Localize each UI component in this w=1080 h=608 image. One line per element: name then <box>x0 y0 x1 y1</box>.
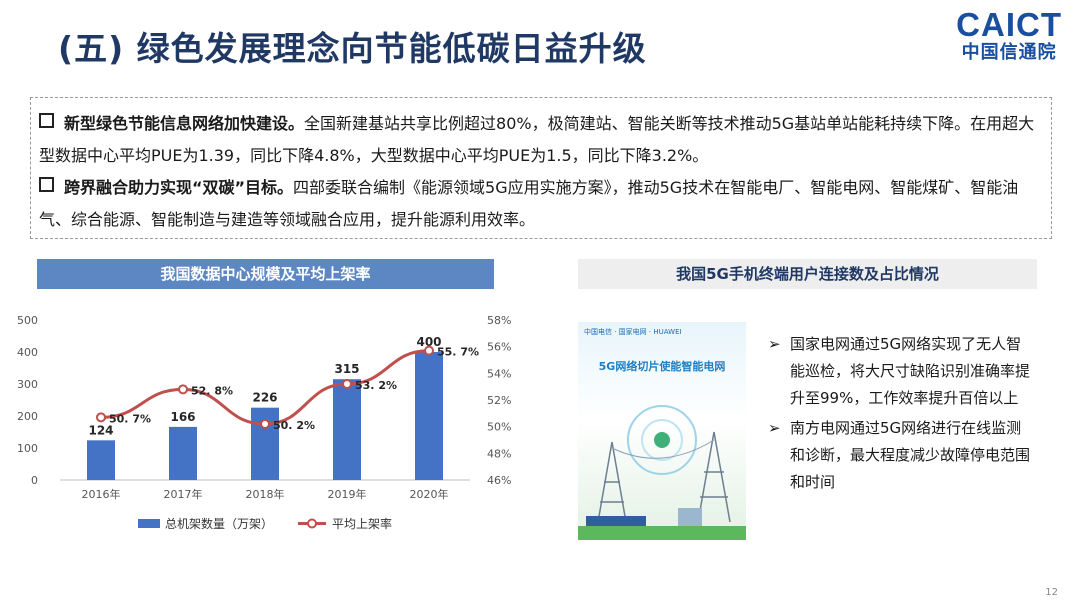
bullet-item: ➢ 南方电网通过5G网络进行在线监测和诊断，最大程度减少故障停电范围和时间 <box>768 415 1032 496</box>
bar <box>87 440 115 480</box>
y-right-tick-label: 58% <box>487 314 511 327</box>
arrow-bullet-icon: ➢ <box>768 335 781 353</box>
datacenter-chart: 0 100 200 300 400 500 46% 48% 50% 52% 54% 56% 58% 201… <box>17 314 511 531</box>
rate-point <box>342 379 352 389</box>
y-right-tick-label: 50% <box>487 421 511 434</box>
bar-data-label: 124 <box>88 423 113 437</box>
arrow-bullet-icon: ➢ <box>768 419 781 437</box>
checkbox-square-icon <box>39 177 54 192</box>
bar <box>415 352 443 480</box>
bar-data-label: 166 <box>170 410 195 424</box>
right-panel-header: 我国5G手机终端用户连接数及占比情况 <box>578 259 1037 289</box>
rate-point <box>96 412 106 423</box>
rate-point <box>424 345 434 356</box>
caict-logo: CAICT 中国信通院 <box>956 8 1062 64</box>
rate-point <box>260 419 270 429</box>
y-left-tick-label: 100 <box>17 442 38 455</box>
checkbox-square-icon <box>39 113 54 128</box>
summary-heading-2: 跨界融合助力实现“双碳”目标。 <box>64 178 294 197</box>
rate-data-label: 55. 7% <box>437 346 479 359</box>
logo-text-cn: 中国信通院 <box>961 42 1057 63</box>
legend-line-marker <box>307 518 317 529</box>
legend-bar-swatch <box>138 519 160 528</box>
legend-bar-label: 总机架数量（万架） <box>165 516 273 531</box>
summary-paragraph-1: 新型绿色节能信息网络加快建设。全国新建基站共享比例超过80%，极简建站、智能关断… <box>39 108 1039 172</box>
bullet-text: 南方电网通过5G网络进行在线监测和诊断，最大程度减少故障停电范围和时间 <box>790 419 1031 491</box>
page-number: 12 <box>1045 587 1058 598</box>
rate-data-label: 50. 2% <box>273 419 315 432</box>
bar <box>333 379 361 480</box>
y-right-tick-label: 52% <box>487 394 511 407</box>
logo-text-en: CAICT <box>956 6 1062 43</box>
bar-data-label: 400 <box>416 335 441 349</box>
x-tick-label: 2018年 <box>246 487 285 501</box>
y-right-tick-label: 46% <box>487 474 511 487</box>
poster-title: 5G网络切片使能智能电网 <box>598 360 726 373</box>
bar-data-label: 226 <box>252 391 277 405</box>
x-tick-label: 2017年 <box>164 487 203 501</box>
summary-heading-1: 新型绿色节能信息网络加快建设。 <box>64 114 305 133</box>
rate-data-label: 53. 2% <box>355 379 397 392</box>
bullet-item: ➢ 国家电网通过5G网络实现了无人智能巡检，将大尺寸缺陷识别准确率提升至99%，… <box>768 331 1032 412</box>
summary-text-1: 全国新建基站共享比例超过80%，极简建站、智能关断等技术推动5G基站单站能耗持续… <box>39 114 1035 165</box>
poster-brand-logos: 中国电信 · 国家电网 · HUAWEI <box>584 328 682 336</box>
rate-data-label: 52. 8% <box>191 384 233 397</box>
y-right-tick-label: 48% <box>487 447 511 460</box>
rate-point <box>178 384 188 395</box>
slide-title: (五) 绿色发展理念向节能低碳日益升级 <box>58 29 647 68</box>
rate-data-label: 50. 7% <box>109 412 151 425</box>
x-tick-label: 2019年 <box>328 487 367 501</box>
y-right-tick-label: 54% <box>487 367 511 380</box>
legend-line-label: 平均上架率 <box>332 516 392 531</box>
bar-data-label: 315 <box>334 362 359 376</box>
y-left-tick-label: 400 <box>17 346 38 359</box>
summary-box: 新型绿色节能信息网络加快建设。全国新建基站共享比例超过80%，极简建站、智能关断… <box>30 97 1052 239</box>
bar <box>169 426 197 480</box>
summary-paragraph-2: 跨界融合助力实现“双碳”目标。四部委联合编制《能源领域5G应用实施方案》，推动5… <box>39 172 1039 236</box>
poster-illustration <box>578 405 746 540</box>
y-left-tick-label: 300 <box>17 378 38 391</box>
smart-grid-bullets: ➢ 国家电网通过5G网络实现了无人智能巡检，将大尺寸缺陷识别准确率提升至99%，… <box>768 331 1032 499</box>
bullet-text: 国家电网通过5G网络实现了无人智能巡检，将大尺寸缺陷识别准确率提升至99%，工作… <box>790 335 1031 407</box>
x-tick-label: 2020年 <box>410 487 449 501</box>
y-right-tick-label: 56% <box>487 341 511 354</box>
x-tick-label: 2016年 <box>82 487 121 501</box>
y-left-tick-label: 0 <box>31 474 38 487</box>
smart-grid-poster: 中国电信 · 国家电网 · HUAWEI 5G网络切片使能智能电网 <box>578 322 746 540</box>
summary-text-2: 四部委联合编制《能源领域5G应用实施方案》，推动5G技术在智能电厂、智能电网、智… <box>39 178 1019 229</box>
y-left-tick-label: 200 <box>17 410 38 423</box>
chart-header: 我国数据中心规模及平均上架率 <box>37 259 494 289</box>
y-left-tick-label: 500 <box>17 314 38 327</box>
